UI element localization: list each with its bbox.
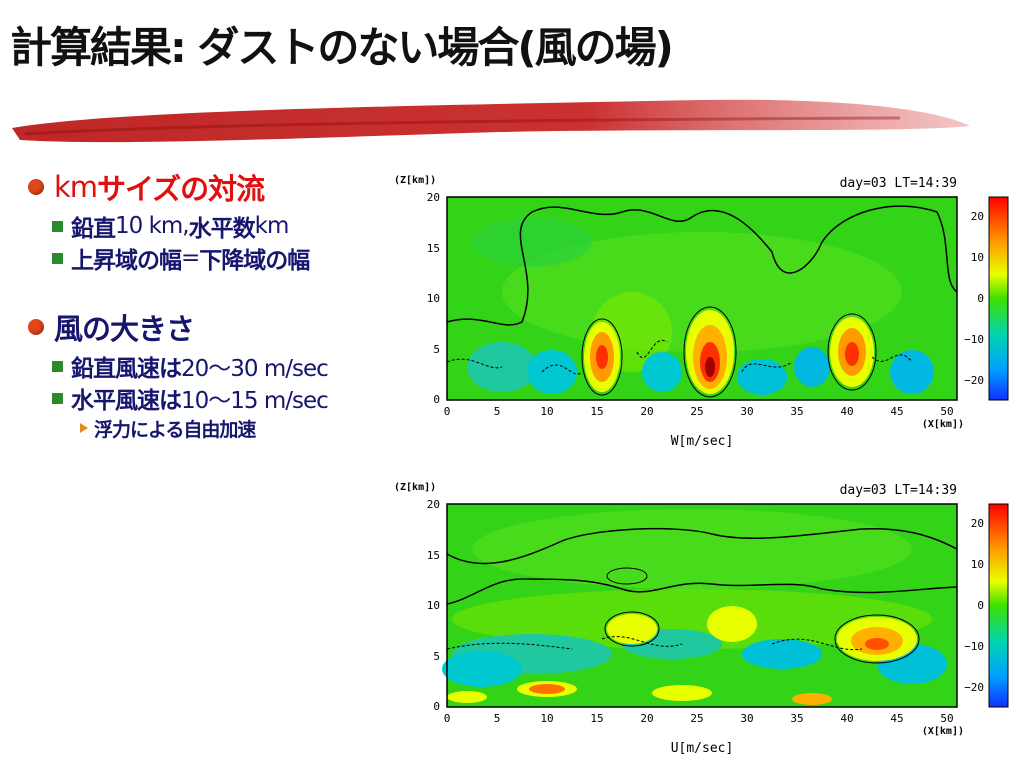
- colorbar-tick: 20: [971, 210, 984, 223]
- sub-text: 上昇域の幅: [71, 248, 182, 274]
- y-tick-label: 5: [433, 650, 440, 663]
- sub-bullet-width: 上昇域の幅 = 下降域の幅: [52, 242, 408, 274]
- sub-bullet-vertical: 鉛直 10 km, 水平数 km: [52, 210, 408, 242]
- sub-text: km: [254, 213, 290, 239]
- colorbar-tick: −20: [964, 681, 984, 694]
- sub-text: 20〜30 m/sec: [181, 356, 329, 382]
- colorbar: 20 10 0 −10 −20: [964, 196, 1009, 401]
- sub-text: 浮力による自由加速: [94, 418, 256, 441]
- x-tick-label: 35: [790, 405, 803, 418]
- y-ticks: 20 15 10 5 0: [427, 191, 440, 406]
- bullet-dot-icon: [28, 179, 44, 195]
- x-tick-label: 50: [940, 712, 953, 725]
- x-tick-label: 45: [890, 712, 903, 725]
- y-tick-label: 15: [427, 242, 440, 255]
- bullet-dot-icon: [28, 319, 44, 335]
- colorbar-tick: −10: [964, 640, 984, 653]
- sub-text: 鉛直: [71, 216, 116, 242]
- sub-text: 下降域の幅: [199, 248, 310, 274]
- y-tick-label: 20: [427, 498, 440, 511]
- x-tick-label: 0: [444, 405, 451, 418]
- y-tick-label: 5: [433, 343, 440, 356]
- sub-text: 水平風速は: [71, 388, 182, 414]
- bullet-text: km: [54, 170, 98, 204]
- x-tick-label: 25: [690, 405, 703, 418]
- slide-title: 計算結果: ダストのない場合(風の場): [10, 23, 674, 72]
- colorbar-tick: 20: [971, 517, 984, 530]
- x-tick-label: 10: [540, 405, 553, 418]
- y-tick-label: 15: [427, 549, 440, 562]
- y-tick-label: 20: [427, 191, 440, 204]
- plot-u-panel: (Z[km]) day=03 LT=14:39 20 15 10 5 0: [394, 482, 1009, 756]
- x-tick-label: 10: [540, 712, 553, 725]
- x-tick-label: 15: [590, 405, 603, 418]
- x-tick-label: 5: [494, 712, 501, 725]
- square-bullet-icon: [52, 360, 63, 372]
- plot-area: [446, 196, 958, 401]
- y-ticks: 20 15 10 5 0: [427, 498, 440, 713]
- y-axis-label: (Z[km]): [394, 482, 436, 493]
- x-tick-label: 15: [590, 712, 603, 725]
- bullet-wind-magnitude: 風の大きさ: [28, 304, 408, 350]
- sub-sub-bullet-buoyancy: 浮力による自由加速: [80, 414, 408, 442]
- x-tick-label: 40: [840, 405, 853, 418]
- x-tick-label: 35: [790, 712, 803, 725]
- sub-text: =: [181, 245, 200, 271]
- y-axis-label: (Z[km]): [394, 175, 436, 186]
- x-axis-label: (X[km]): [922, 419, 964, 430]
- x-ticks: 0 5 10 15 20 25 30 35 40 45 50: [444, 405, 954, 418]
- y-tick-label: 10: [427, 599, 440, 612]
- plot-header: day=03 LT=14:39: [840, 176, 957, 191]
- square-bullet-icon: [52, 220, 63, 232]
- y-tick-label: 0: [433, 393, 440, 406]
- plot-w-panel: (Z[km]) day=03 LT=14:39 20 15 10 5 0: [394, 175, 1009, 449]
- colorbar-tick: 0: [977, 599, 984, 612]
- bullet-list: km サイズの対流 鉛直 10 km, 水平数 km 上昇域の幅 = 下降域の幅…: [28, 160, 408, 442]
- x-tick-label: 30: [740, 712, 753, 725]
- colorbar-tick: −20: [964, 374, 984, 387]
- x-tick-label: 20: [640, 405, 653, 418]
- colorbar-tick: 0: [977, 292, 984, 305]
- plot-caption: W[m/sec]: [671, 434, 734, 449]
- colorbar-tick: 10: [971, 251, 984, 264]
- x-tick-label: 25: [690, 712, 703, 725]
- plot-header: day=03 LT=14:39: [840, 483, 957, 498]
- red-brush-stroke: [12, 99, 970, 143]
- bullet-km-convection: km サイズの対流: [28, 164, 408, 210]
- x-ticks: 0 5 10 15 20 25 30 35 40 45 50: [444, 712, 954, 725]
- colorbar-tick: 10: [971, 558, 984, 571]
- x-tick-label: 20: [640, 712, 653, 725]
- colorbar: 20 10 0 −10 −20: [964, 503, 1009, 708]
- x-tick-label: 45: [890, 405, 903, 418]
- sub-bullet-horizontal-speed: 水平風速は 10〜15 m/sec: [52, 382, 408, 414]
- x-tick-label: 30: [740, 405, 753, 418]
- colorbar-tick: −10: [964, 333, 984, 346]
- bullet-text: サイズの対流: [97, 172, 265, 206]
- square-bullet-icon: [52, 392, 63, 404]
- sub-bullet-vertical-speed: 鉛直風速は 20〜30 m/sec: [52, 350, 408, 382]
- x-tick-label: 5: [494, 405, 501, 418]
- sub-text: 10 km,: [115, 213, 190, 239]
- y-tick-label: 10: [427, 292, 440, 305]
- x-tick-label: 0: [444, 712, 451, 725]
- sub-text: 10〜15 m/sec: [181, 388, 329, 414]
- triangle-bullet-icon: [80, 423, 88, 433]
- plot-area: [442, 503, 958, 708]
- x-axis-label: (X[km]): [922, 726, 964, 737]
- sub-text: 鉛直風速は: [71, 356, 182, 382]
- x-tick-label: 50: [940, 405, 953, 418]
- square-bullet-icon: [52, 252, 63, 264]
- x-tick-label: 40: [840, 712, 853, 725]
- plot-caption: U[m/sec]: [671, 741, 734, 756]
- bullet-text: 風の大きさ: [54, 312, 195, 346]
- sub-text: 水平数: [188, 216, 256, 242]
- y-tick-label: 0: [433, 700, 440, 713]
